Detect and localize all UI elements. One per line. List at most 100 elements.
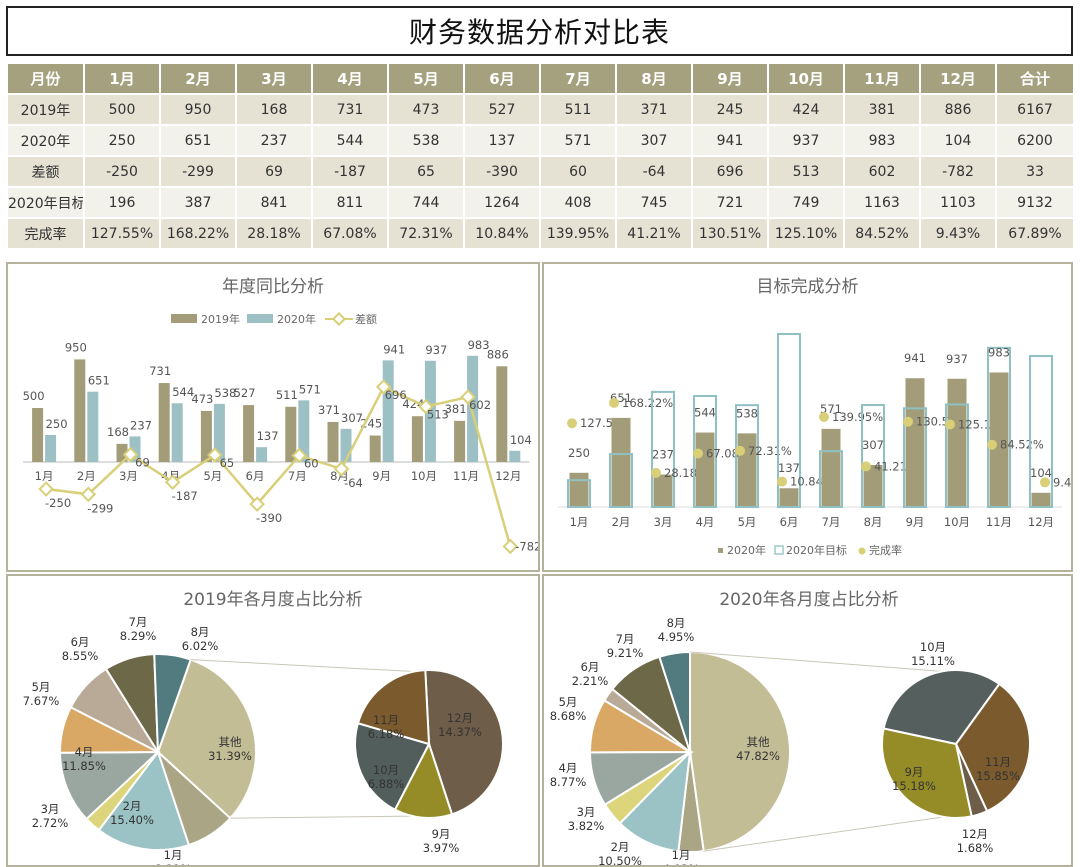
diff-label: 65 bbox=[220, 456, 235, 470]
chart-title: 目标完成分析 bbox=[757, 277, 859, 297]
bar-2020 bbox=[382, 360, 394, 462]
table-cell: 10.84% bbox=[463, 217, 541, 250]
table-cell: 511 bbox=[539, 93, 617, 126]
table-cell: 9132 bbox=[995, 186, 1075, 219]
diff-label: 602 bbox=[469, 398, 491, 412]
rate-point bbox=[567, 418, 577, 429]
sub-slice-pct: 6.18% bbox=[368, 727, 405, 741]
diff-marker bbox=[375, 379, 392, 395]
label-actual: 237 bbox=[652, 448, 674, 462]
rate-point bbox=[693, 448, 703, 459]
legend-label: 完成率 bbox=[869, 543, 902, 557]
slice-label: 6月 bbox=[71, 635, 90, 649]
legend-swatch bbox=[247, 314, 273, 323]
table-cell: 387 bbox=[159, 186, 237, 219]
label-actual: 104 bbox=[1030, 466, 1052, 480]
table-cell: 196 bbox=[83, 186, 161, 219]
bar-2020 bbox=[256, 447, 268, 462]
label-2019: 168 bbox=[107, 425, 129, 439]
label-2020: 941 bbox=[383, 342, 405, 356]
target-chart: 目标完成分析250127.55%1月651168.22%2月23728.18%3… bbox=[558, 277, 1071, 557]
bar-actual bbox=[653, 474, 673, 507]
bar-target bbox=[777, 333, 801, 508]
row-label: 2020年 bbox=[6, 124, 85, 157]
sub-slice-pct: 15.11% bbox=[911, 654, 955, 668]
sub-slice-label: 9月 bbox=[432, 827, 451, 841]
rate-point bbox=[735, 445, 745, 456]
diff-marker bbox=[38, 481, 54, 497]
sub-slice-label: 12月 bbox=[962, 827, 988, 841]
label-2019: 500 bbox=[23, 389, 45, 403]
table-cell: 424 bbox=[767, 93, 845, 126]
slice-label: 3月 bbox=[577, 805, 596, 819]
table-cell: 1163 bbox=[843, 186, 921, 219]
rate-label: 84.52% bbox=[1000, 438, 1044, 452]
x-tick-label: 1月 bbox=[35, 469, 54, 483]
rate-point bbox=[1040, 477, 1050, 488]
table-cell: 527 bbox=[463, 93, 541, 126]
x-tick-label: 4月 bbox=[696, 515, 715, 529]
bar-target bbox=[945, 403, 969, 509]
col-header-7: 7月 bbox=[539, 62, 617, 95]
row-label: 完成率 bbox=[6, 217, 85, 250]
bar-target bbox=[651, 390, 675, 508]
x-tick-label: 2月 bbox=[77, 469, 96, 483]
rate-point bbox=[609, 397, 619, 408]
slice-label: 8月 bbox=[191, 625, 210, 639]
col-header-8: 8月 bbox=[615, 62, 693, 95]
col-header-6: 6月 bbox=[463, 62, 541, 95]
bar-actual bbox=[1031, 492, 1051, 507]
diff-label: -187 bbox=[172, 489, 198, 503]
diff-marker bbox=[164, 474, 181, 490]
bar-target bbox=[735, 404, 759, 508]
table-cell: -299 bbox=[159, 155, 237, 188]
col-header-5: 5月 bbox=[387, 62, 465, 95]
label-2019: 473 bbox=[191, 392, 213, 406]
rate-point bbox=[777, 476, 787, 487]
page-title: 财务数据分析对比表 bbox=[6, 6, 1073, 56]
row-label: 2019年 bbox=[6, 93, 85, 126]
label-2020: 237 bbox=[130, 418, 152, 432]
label-2020: 983 bbox=[468, 338, 490, 352]
table-cell: 139.95% bbox=[539, 217, 617, 250]
diff-marker bbox=[460, 389, 476, 405]
rate-label: 139.95% bbox=[832, 410, 883, 424]
bar-target bbox=[1029, 355, 1053, 508]
table-cell: -64 bbox=[615, 155, 693, 188]
label-actual: 941 bbox=[904, 351, 926, 365]
connector-line bbox=[190, 659, 424, 673]
table-cell: 513 bbox=[767, 155, 845, 188]
legend-swatch bbox=[774, 545, 784, 555]
diff-label: -250 bbox=[45, 496, 71, 510]
bar-2019 bbox=[158, 383, 170, 462]
x-tick-label: 1月 bbox=[570, 515, 589, 529]
bar-2019 bbox=[327, 421, 339, 462]
table-cell: 28.18% bbox=[235, 217, 313, 250]
slice-pct: 2.72% bbox=[32, 816, 69, 830]
col-header-1: 1月 bbox=[83, 62, 161, 95]
sub-slice-pct: 1.68% bbox=[957, 841, 994, 855]
slice-pct: 11.85% bbox=[62, 759, 106, 773]
sub-slice-label: 9月 bbox=[905, 765, 924, 779]
table-cell: 245 bbox=[691, 93, 769, 126]
label-actual: 538 bbox=[736, 406, 758, 420]
slice-label: 2月 bbox=[123, 799, 142, 813]
table-cell: 841 bbox=[235, 186, 313, 219]
legend-label: 2020年目标 bbox=[786, 543, 847, 557]
sub-slice-label: 12月 bbox=[447, 711, 473, 725]
bar-2019 bbox=[369, 435, 381, 462]
label-2019: 731 bbox=[149, 364, 171, 378]
slice-pct: 8.29% bbox=[120, 629, 157, 643]
yoy-chart-panel: 年度同比分析 2019年 2020年 差额 500 250 1月 950 651 2月 168 237… bbox=[6, 262, 540, 572]
diff-marker bbox=[80, 486, 97, 503]
bar-actual bbox=[695, 432, 715, 507]
slice-pct: 31.39% bbox=[208, 749, 252, 763]
diff-label: -390 bbox=[256, 511, 282, 525]
bar-2020 bbox=[87, 391, 99, 462]
slice-label: 3月 bbox=[41, 802, 60, 816]
bar-target bbox=[819, 450, 843, 509]
sub-pie-slice bbox=[393, 741, 454, 819]
col-header-13: 合计 bbox=[995, 62, 1075, 95]
sub-pie-slice bbox=[881, 727, 973, 819]
label-2020: 544 bbox=[172, 385, 194, 399]
